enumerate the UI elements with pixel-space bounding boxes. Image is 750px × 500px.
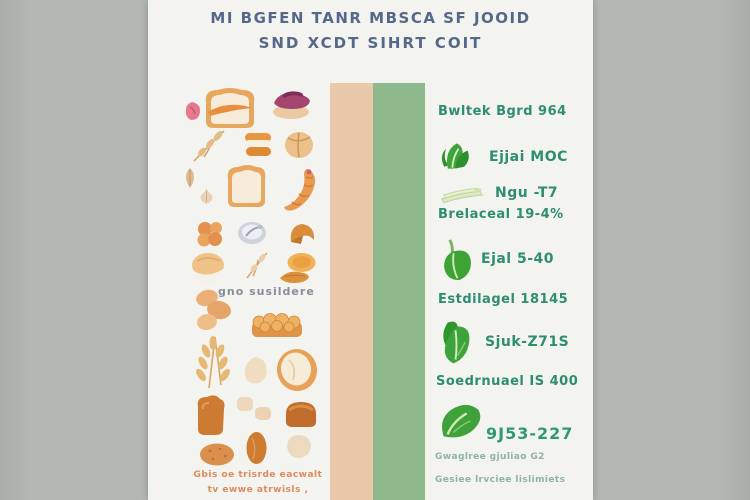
leaf-sprig-icon xyxy=(181,166,199,190)
bok-choy-icon xyxy=(437,137,473,175)
legend-row-label: Soedrnuael IS 400 xyxy=(436,374,579,389)
flatbread-icon xyxy=(278,268,311,285)
purple-pastry-icon xyxy=(268,87,314,121)
kale-leaf-icon xyxy=(440,238,473,282)
legend-footnote-line-2: Gesiee lrvciee lislimiets xyxy=(435,475,566,485)
potato-pieces-icon xyxy=(193,288,235,332)
fortune-cookie-icon xyxy=(287,220,318,249)
eclair-sandwich-icon xyxy=(243,131,273,158)
footer-caption: Gbis oe trisrde eacwalt tv ewwe atrwisls… xyxy=(178,468,338,498)
spinach-icon xyxy=(438,316,475,368)
walnut-bun-icon xyxy=(283,130,315,160)
green-column-bar xyxy=(373,83,425,500)
garlic-clove-icon xyxy=(198,186,215,206)
legend-footnote-line-1: Gwaglree gjuliao G2 xyxy=(435,452,545,462)
mid-caption-text: gno susildere xyxy=(218,285,315,298)
wheat-sprigs-small-icon xyxy=(243,250,270,281)
legend-row-label: 9J53-227 xyxy=(486,424,574,443)
shrimp-croissant-icon xyxy=(278,165,318,217)
loaf-wrap-icon xyxy=(191,251,226,288)
bowl-spoon-icon xyxy=(236,220,268,246)
wheat-sprig-icon xyxy=(190,127,228,165)
bread-slice-large-icon xyxy=(202,86,258,130)
pale-blob-icon xyxy=(285,433,313,460)
infographic-card: MI BGFEN TANR MBSCA SF JOOID SND XCDT SI… xyxy=(148,0,593,500)
dark-bread-slice-icon xyxy=(193,393,228,437)
legend-row-label: Bwltek Bgrd 964 xyxy=(438,104,567,119)
title-line-2: SND XCDT SIHRT COIT xyxy=(258,34,483,52)
legend-row-label: Estdilagel 18145 xyxy=(438,292,569,307)
rolls-cluster-icon xyxy=(196,220,224,248)
legend-row-label: Ejjai MOC xyxy=(489,149,568,165)
pink-bread-piece-icon xyxy=(183,100,203,122)
pull-apart-bread-icon xyxy=(250,312,304,339)
pale-bit-icon xyxy=(254,406,272,421)
title-line-1: MI BGFEN TANR MBSCA SF JOOID xyxy=(210,9,531,27)
footer-caption-line-1: Gbis oe trisrde eacwalt xyxy=(193,470,323,480)
legend-row-label: Sjuk-Z71S xyxy=(485,334,570,350)
dark-loaf-icon xyxy=(283,396,319,431)
page-title: MI BGFEN TANR MBSCA SF JOOID SND XCDT SI… xyxy=(148,9,593,52)
peach-column-bar xyxy=(330,83,373,500)
legend-row-label: Ngu -T7 xyxy=(495,185,559,201)
pale-bit-icon xyxy=(236,396,254,412)
lettuce-leaf-icon xyxy=(438,401,482,445)
legend-row-label: Ejal 5-40 xyxy=(481,251,555,267)
round-cookie-icon xyxy=(286,252,317,273)
footer-caption-line-2: tv ewwe atrwisls , xyxy=(207,485,309,495)
oval-bread-small-icon xyxy=(245,430,268,466)
pale-dough-icon xyxy=(241,355,270,386)
spotted-potato-icon xyxy=(198,442,236,467)
celery-icon xyxy=(440,184,484,208)
legend-row-label: Brelaceal 19-4% xyxy=(438,207,564,222)
oval-cut-loaf-icon xyxy=(275,348,319,392)
wheat-stalk-large-icon xyxy=(193,335,237,390)
bread-slice-icon xyxy=(224,163,269,209)
